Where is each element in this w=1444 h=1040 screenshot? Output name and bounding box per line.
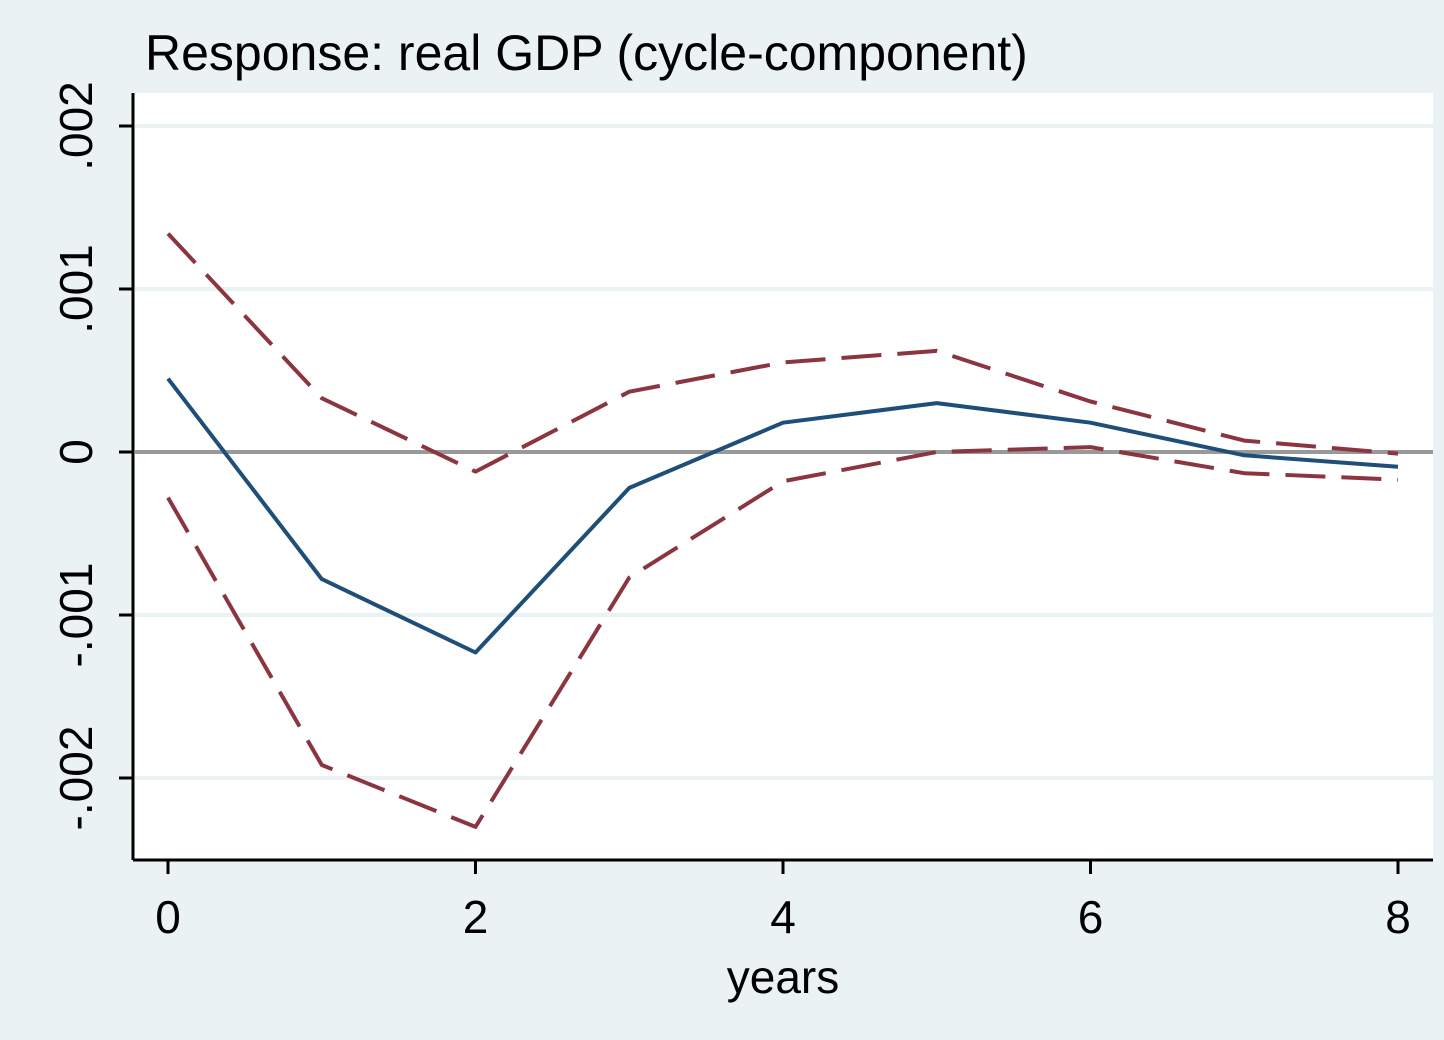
series-line-response bbox=[166, 377, 1399, 655]
x-tick-label: 2 bbox=[463, 891, 489, 943]
series-group bbox=[166, 232, 1399, 829]
series-line-upper-band bbox=[166, 232, 1399, 474]
x-tick-label: 6 bbox=[1078, 891, 1104, 943]
series-line-lower-band bbox=[166, 445, 1399, 829]
y-tick-label: 0 bbox=[50, 439, 102, 465]
chart-title: Response: real GDP (cycle-component) bbox=[145, 25, 1028, 81]
y-tick-label: .002 bbox=[50, 81, 102, 171]
y-tick-label: -.002 bbox=[50, 726, 102, 831]
y-tick-label: .001 bbox=[50, 244, 102, 334]
axes: 0 2 4 6 8 .002 .001 0 -.001 -.002 bbox=[50, 81, 1433, 943]
x-tick-label: 8 bbox=[1385, 891, 1411, 943]
x-axis-title: years bbox=[727, 951, 839, 1003]
plot-area bbox=[133, 93, 1433, 860]
y-tick-label: -.001 bbox=[50, 563, 102, 668]
x-tick-label: 0 bbox=[155, 891, 181, 943]
x-tick-label: 4 bbox=[770, 891, 796, 943]
